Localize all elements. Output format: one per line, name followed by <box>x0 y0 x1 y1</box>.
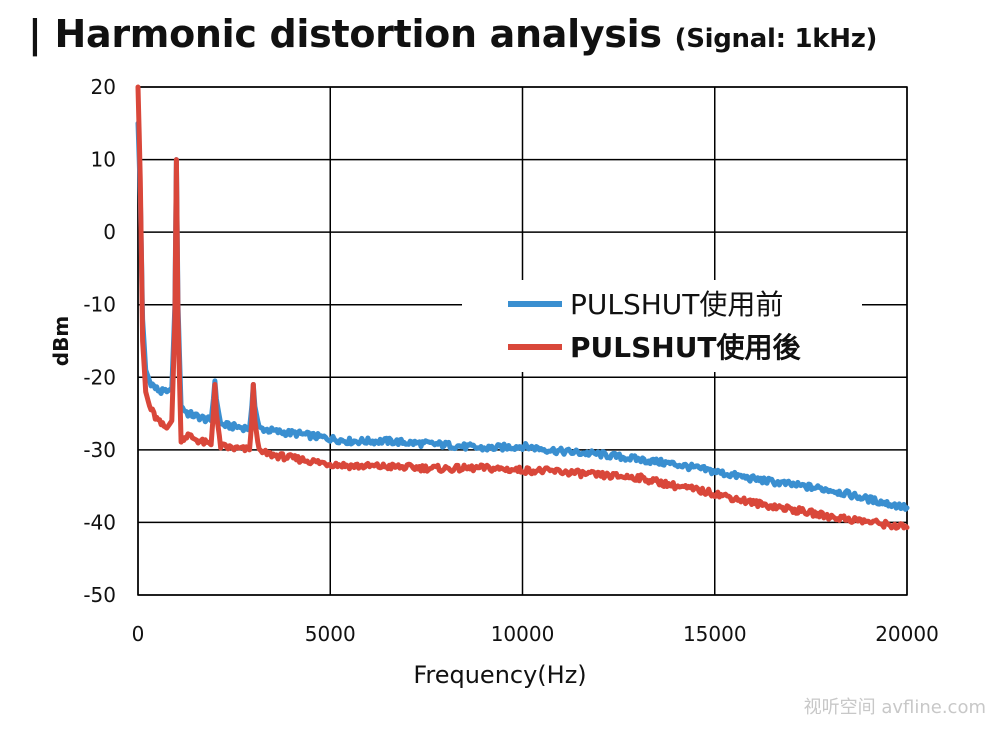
x-tick-label: 0 <box>132 622 145 646</box>
y-tick-label: -40 <box>83 510 116 534</box>
x-tick-label: 20000 <box>875 622 939 646</box>
chart-title-main: | Harmonic distortion analysis <box>28 12 662 56</box>
chart-subtitle: (Signal: 1kHz) <box>674 24 878 54</box>
series-lines <box>135 84 910 531</box>
y-tick-label: -20 <box>83 365 116 389</box>
series-line-before <box>135 120 910 512</box>
plot-frame <box>137 86 908 596</box>
series-line-after <box>135 84 910 531</box>
legend-label-after: PULSHUT使用後 <box>570 331 802 364</box>
legend-background <box>462 280 862 372</box>
x-tick-label: 15000 <box>683 622 747 646</box>
x-tick-label: 10000 <box>491 622 555 646</box>
y-tick-label: 10 <box>91 148 116 172</box>
x-axis-title: Frequency(Hz) <box>413 661 586 689</box>
y-tick-label: 0 <box>103 220 116 244</box>
chart-title: | Harmonic distortion analysis (Signal: … <box>28 12 877 56</box>
x-tick-labels: 0 5000 10000 15000 20000 <box>132 622 939 646</box>
y-tick-label: -10 <box>83 293 116 317</box>
y-tick-label: -50 <box>83 583 116 607</box>
y-tick-labels: -50 -40 -30 -20 -10 0 10 20 <box>83 75 116 607</box>
x-tick-label: 5000 <box>305 622 356 646</box>
legend-label-before: PULSHUT使用前 <box>570 288 783 321</box>
y-tick-label: 20 <box>91 75 116 99</box>
legend: PULSHUT使用前 PULSHUT使用後 <box>462 280 862 372</box>
y-tick-label: -30 <box>83 438 116 462</box>
watermark: 视听空间 avfline.com <box>803 697 986 718</box>
y-axis-title: dBm <box>49 316 73 366</box>
